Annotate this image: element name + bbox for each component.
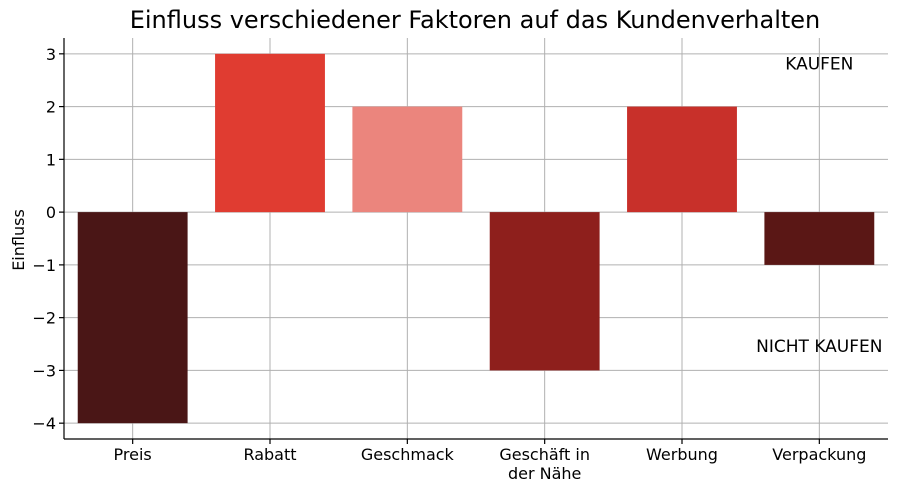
chart-title: Einfluss verschiedener Faktoren auf das … — [130, 6, 821, 34]
annotations: KAUFEN NICHT KAUFEN — [756, 55, 882, 357]
bar-verpackung — [764, 212, 875, 265]
x-tick-label: Preis — [114, 445, 152, 464]
y-tick-label: 3 — [46, 45, 56, 64]
annotation-label: NICHT KAUFEN — [756, 337, 882, 357]
x-tick-label: Werbung — [646, 445, 718, 464]
bar-preis — [77, 212, 188, 424]
y-tick-label: −2 — [32, 309, 56, 328]
y-tick-label: −1 — [32, 256, 56, 275]
y-tick-label: −4 — [32, 414, 56, 433]
bar-werbung — [627, 106, 737, 213]
bar-rabatt — [215, 53, 325, 213]
x-tick-label: Geschäft in der Nähe — [499, 445, 590, 483]
x-tick-label: Verpackung — [772, 445, 866, 464]
y-tick-label: 1 — [46, 150, 56, 169]
bar-geschäft-in-der-nähe — [489, 212, 600, 371]
tick-labels: −4 −3 −2 −1 0 1 2 3 Preis Rabatt Geschmack Geschäft… — [32, 45, 866, 483]
y-tick-label: −3 — [32, 361, 56, 380]
y-axis-label: Einfluss — [9, 209, 28, 271]
y-tick-label: 2 — [46, 98, 56, 117]
bars — [77, 53, 875, 424]
annotation-label: KAUFEN — [785, 55, 853, 75]
x-tick-label: Rabatt — [243, 445, 296, 464]
y-tick-label: 0 — [46, 203, 56, 222]
x-tick-label: Geschmack — [361, 445, 455, 464]
bar-geschmack — [352, 106, 463, 213]
